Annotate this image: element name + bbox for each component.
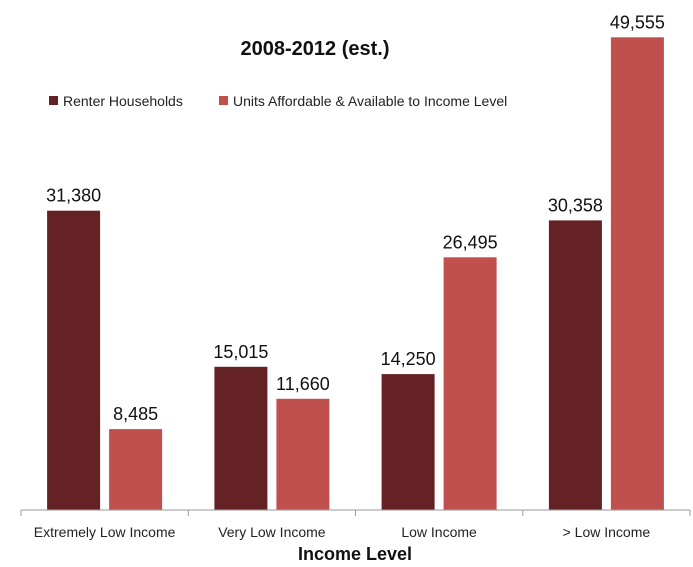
bar-renter-households-extremely-low-income	[47, 210, 101, 510]
bar-units-affordable-available-to-income-level-extremely-low-income	[109, 429, 163, 510]
data-labels-group: 31,380 8,485 15,015 11,660 14,250 26,495 30,35…	[46, 12, 665, 424]
bars-group	[47, 37, 664, 511]
data-label-units-affordable-available-to-income-level-extremely-low-income: 8,485	[113, 404, 158, 424]
bar-renter-households-low-income	[381, 374, 435, 510]
legend-label-renter-households: Renter Households	[63, 93, 183, 109]
bar-units-affordable-available-to-income-level-low-income	[443, 257, 497, 510]
legend-swatch-units-affordable	[219, 96, 228, 105]
x-tick-label-very-low-income: Very Low Income	[218, 524, 326, 540]
data-label-units-affordable-available-to-income-level-very-low-income: 11,660	[276, 374, 330, 394]
chart-title: 2008-2012 (est.)	[241, 38, 390, 60]
data-label-units-affordable-available-to-income-level-low-income: 49,555	[610, 12, 665, 32]
x-tick-label-low-income: Low Income	[401, 524, 477, 540]
data-label-units-affordable-available-to-income-level-low-income: 26,495	[443, 232, 498, 252]
legend-swatch-renter-households	[49, 96, 58, 105]
bar-renter-households-low-income	[548, 220, 602, 510]
data-label-renter-households-low-income: 14,250	[381, 349, 436, 369]
bar-units-affordable-available-to-income-level-very-low-income	[276, 398, 330, 510]
data-label-renter-households-low-income: 30,358	[548, 195, 603, 215]
x-axis-title: Income Level	[298, 544, 412, 564]
legend: Renter Households Units Affordable & Ava…	[49, 93, 507, 109]
bar-units-affordable-available-to-income-level-low-income	[610, 37, 664, 511]
bar-renter-households-very-low-income	[214, 366, 268, 510]
legend-label-units-affordable: Units Affordable & Available to Income L…	[233, 93, 507, 109]
x-tick-label-extremely-low-income: Extremely Low Income	[34, 524, 176, 540]
data-label-renter-households-extremely-low-income: 31,380	[46, 186, 101, 206]
data-label-renter-households-very-low-income: 15,015	[213, 342, 268, 362]
x-axis-tick-labels: Extremely Low Income Very Low Income Low I…	[34, 524, 651, 540]
x-axis-ticks	[20, 510, 691, 516]
x-tick-label-low-income: > Low Income	[563, 524, 651, 540]
